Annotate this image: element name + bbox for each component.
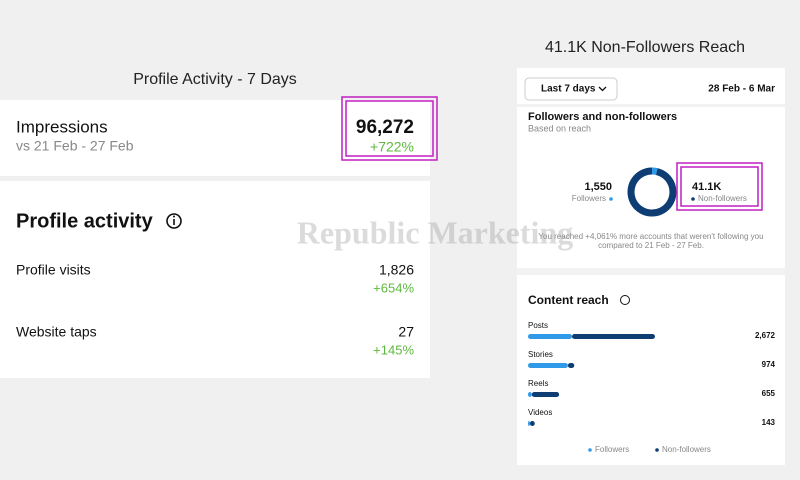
right-title: 41.1K Non-Followers Reach <box>545 39 745 56</box>
bar-label: Reels <box>528 379 548 388</box>
info-icon-dot <box>173 215 175 218</box>
date-range: 28 Feb - 6 Mar <box>708 84 775 95</box>
legend-dot <box>655 448 659 452</box>
dropdown-chevron <box>598 86 607 92</box>
donut-note: You reached +4,061% more accounts that w… <box>538 232 763 241</box>
content-reach-title: Content reach <box>528 293 609 307</box>
donut-value: 41.1K <box>692 181 721 193</box>
bar-non-followers <box>531 392 560 397</box>
legend-dot <box>609 197 613 201</box>
donut-note: compared to 21 Feb - 27 Feb. <box>598 241 704 250</box>
bar-total: 974 <box>762 360 776 369</box>
bar-total: 143 <box>762 418 776 427</box>
donut-title: Followers and non-followers <box>528 111 677 123</box>
highlight-box <box>341 96 438 161</box>
range-dropdown[interactable] <box>524 77 618 101</box>
impressions-compare: vs 21 Feb - 27 Feb <box>16 138 134 154</box>
bar-label: Stories <box>528 350 553 359</box>
donut-arc <box>627 167 677 217</box>
left-title: Profile Activity - 7 Days <box>133 71 297 88</box>
divider <box>517 268 785 275</box>
row-change: +654% <box>373 280 414 295</box>
bar-non-followers <box>567 363 575 368</box>
range-label: Last 7 days <box>541 84 596 95</box>
legend-label: Followers <box>595 445 629 454</box>
row-change: +145% <box>373 342 414 357</box>
profile-activity-card <box>0 181 430 378</box>
profile-activity-title: Profile activity <box>16 210 154 232</box>
content-reach-bars: Posts 2,672 Stories 974 Reels 655 Videos 143 Fol… <box>528 321 776 454</box>
bar-label: Videos <box>528 408 552 417</box>
donut-value: 1,550 <box>584 181 612 193</box>
legend-label: Non-followers <box>662 445 711 454</box>
donut-arc <box>651 167 658 175</box>
bar-total: 2,672 <box>755 331 776 340</box>
impressions-card <box>0 100 430 176</box>
donut-legend: Followers <box>572 194 606 203</box>
watermark: Republic Marketing <box>297 214 573 250</box>
donut-legend: Non-followers <box>698 194 747 203</box>
row-label: Website taps <box>16 324 97 340</box>
highlight-box <box>676 162 763 211</box>
bar-followers <box>528 363 568 368</box>
insights-panel <box>517 68 785 465</box>
divider <box>517 104 785 107</box>
row-label: Profile visits <box>16 262 91 278</box>
impressions-value: 96,272 <box>356 117 414 138</box>
profile-activity-rows: Profile visits 1,826 +654% Website taps 27 +1… <box>16 262 414 358</box>
bar-non-followers <box>529 421 535 426</box>
bar-label: Posts <box>528 321 548 330</box>
legend-dot <box>588 448 592 452</box>
impressions-change: +722% <box>370 139 414 155</box>
bar-followers <box>528 392 532 397</box>
bar-followers <box>528 421 530 426</box>
highlight-box <box>345 100 434 157</box>
row-value: 1,826 <box>379 262 414 278</box>
bar-total: 655 <box>762 389 776 398</box>
impressions-label: Impressions <box>16 117 108 136</box>
row-value: 27 <box>398 324 414 340</box>
bar-followers <box>528 334 573 339</box>
info-icon[interactable] <box>166 213 182 229</box>
info-icon[interactable] <box>620 295 630 305</box>
highlight-box <box>680 166 759 207</box>
donut-subtitle: Based on reach <box>528 123 591 133</box>
bar-non-followers <box>572 334 655 339</box>
legend-dot <box>691 197 695 201</box>
